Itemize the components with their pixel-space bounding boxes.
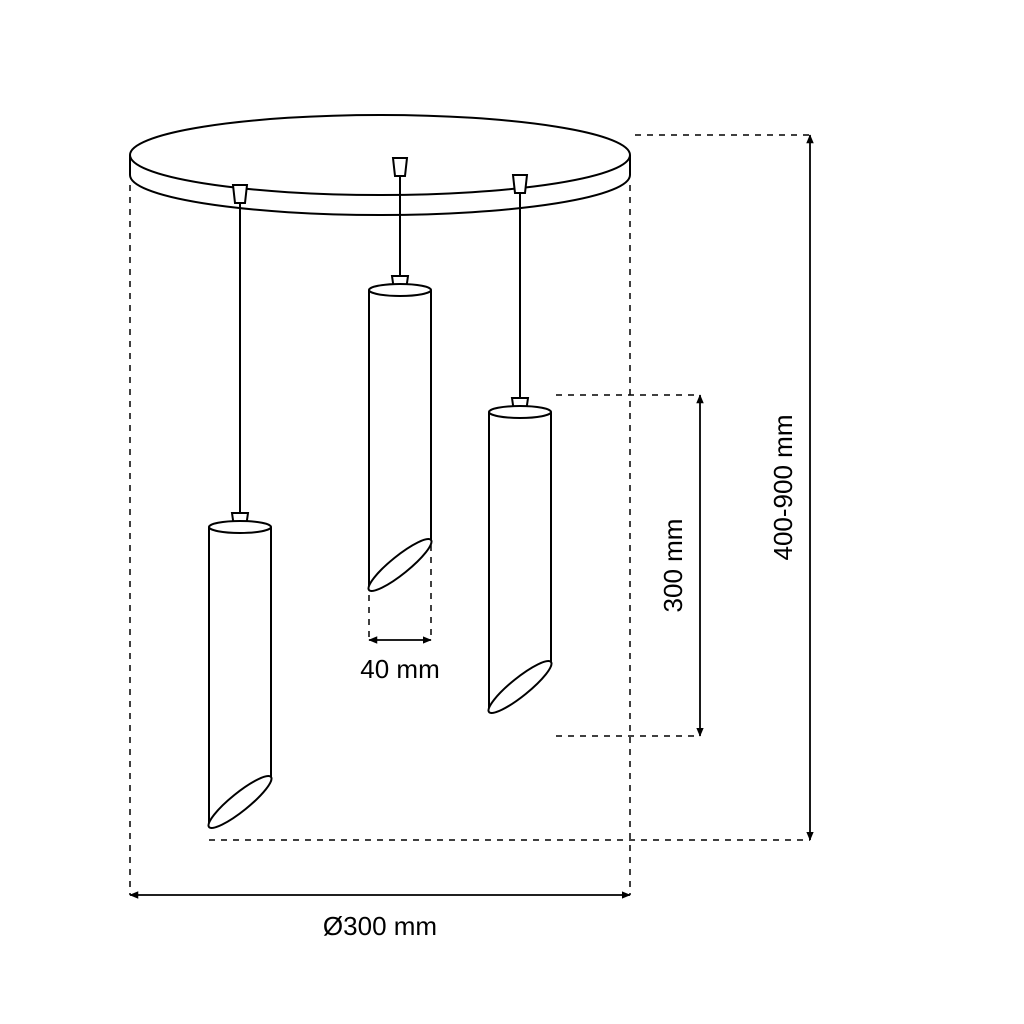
dimension-label: 300 mm <box>658 519 688 613</box>
pendant <box>203 185 276 834</box>
dimension-label: Ø300 mm <box>323 911 437 941</box>
pendant <box>363 158 436 597</box>
dimension-label: 40 mm <box>360 654 439 684</box>
pendant-lamp-diagram: Ø300 mm 40 mm 300 mm 400-900 mm <box>0 0 1024 1024</box>
dimension-label: 400-900 mm <box>768 415 798 561</box>
pendant <box>483 175 556 719</box>
